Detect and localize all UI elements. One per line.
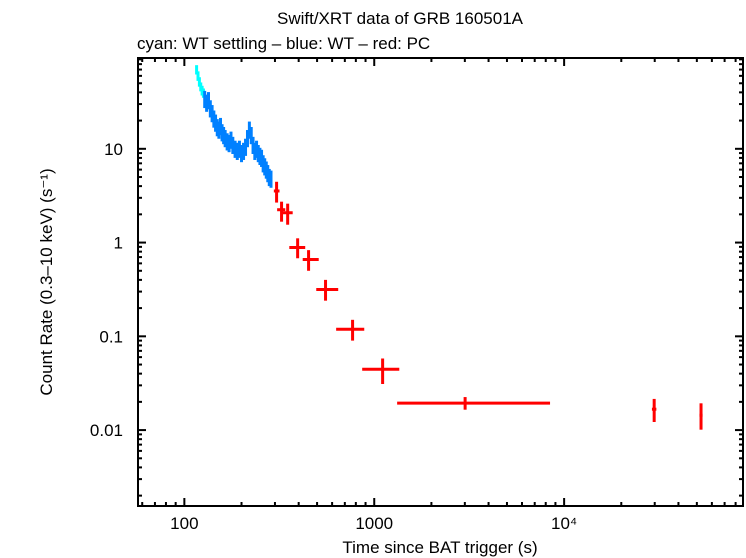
data-point bbox=[269, 170, 273, 188]
x-axis-label: Time since BAT trigger (s) bbox=[342, 538, 537, 557]
data-point bbox=[282, 203, 293, 225]
y-axis-label: Count Rate (0.3–10 keV) (s⁻¹) bbox=[37, 168, 56, 395]
plot-frame bbox=[137, 57, 744, 507]
series-pc bbox=[273, 181, 703, 430]
data-point bbox=[235, 142, 239, 160]
series-wt bbox=[203, 90, 273, 188]
y-tick-label: 10 bbox=[104, 140, 123, 159]
y-tick-label: 0.01 bbox=[90, 421, 123, 440]
data-point bbox=[651, 398, 657, 422]
data-point bbox=[289, 238, 306, 259]
data-point bbox=[277, 201, 286, 222]
data-point bbox=[231, 136, 235, 155]
chart-subtitle: cyan: WT settling – blue: WT – red: PC bbox=[137, 34, 430, 53]
data-point bbox=[273, 181, 280, 203]
chart-title: Swift/XRT data of GRB 160501A bbox=[277, 9, 524, 28]
data-point bbox=[336, 319, 365, 341]
data-point bbox=[699, 403, 703, 430]
x-tick-label: 10⁴ bbox=[551, 514, 577, 533]
data-point bbox=[316, 279, 339, 301]
y-tick-label: 1 bbox=[114, 234, 123, 253]
data-point bbox=[233, 140, 237, 158]
series-wt-settling bbox=[195, 65, 205, 98]
x-tick-label: 1000 bbox=[355, 514, 393, 533]
data-point bbox=[397, 397, 551, 410]
y-tick-label: 0.1 bbox=[99, 327, 123, 346]
data-point bbox=[237, 140, 241, 158]
data-point bbox=[302, 250, 319, 271]
data-point bbox=[206, 92, 210, 110]
data-point bbox=[362, 358, 400, 385]
data-point bbox=[249, 127, 253, 145]
x-tick-label: 100 bbox=[170, 514, 198, 533]
